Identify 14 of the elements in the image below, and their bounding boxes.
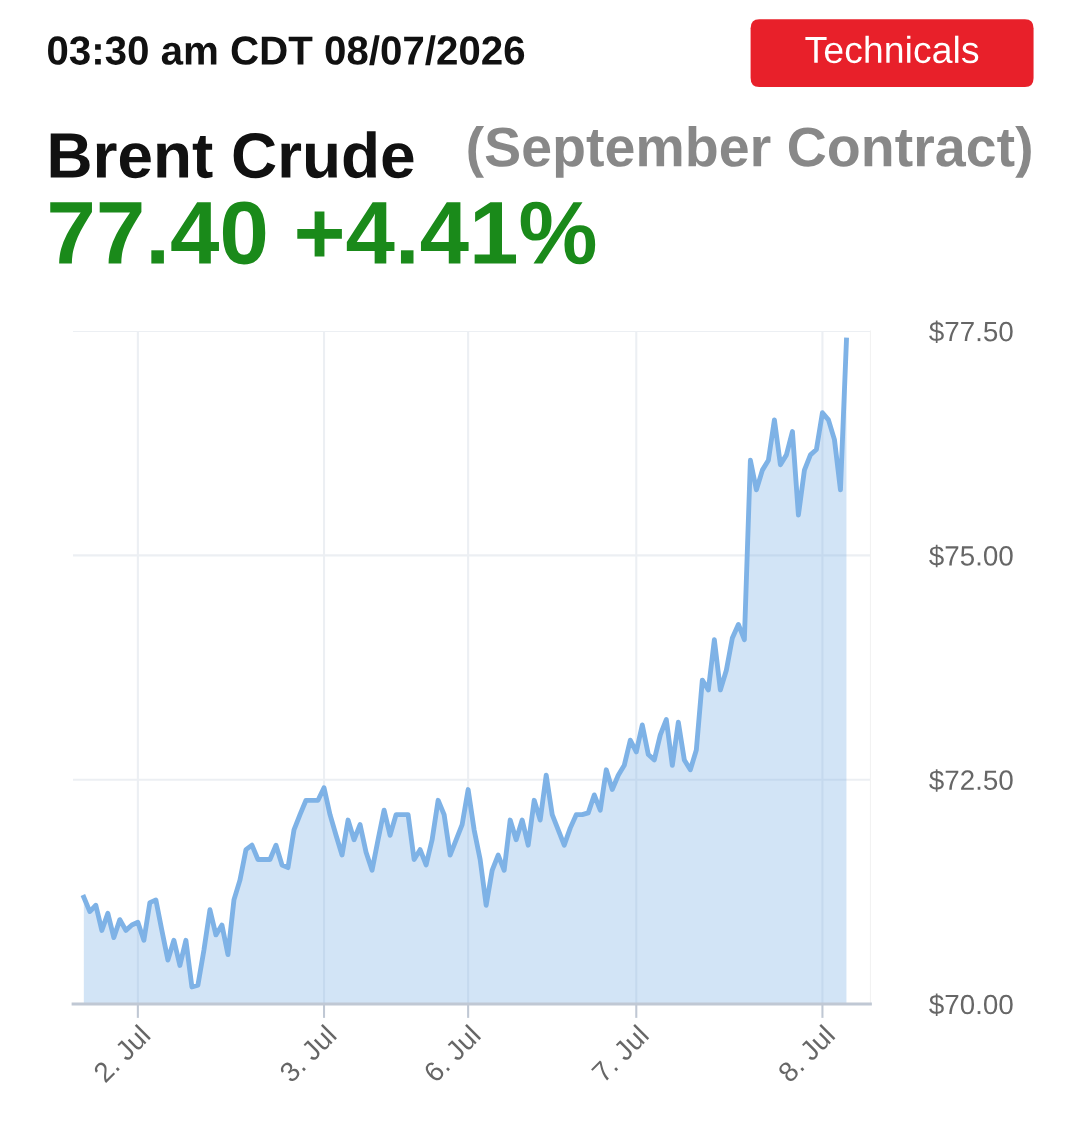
x-tick-label: 3. Jul	[277, 1024, 338, 1084]
chart-title: Brent Crude	[50, 131, 414, 179]
x-tick-label: 8. Jul	[776, 1024, 836, 1084]
text: 03:30 am CDT 08/07/2026	[48, 35, 525, 66]
x-tick-label: 2. Jul	[91, 1024, 151, 1084]
text: Technicals	[805, 35, 979, 64]
y-tick-label: $72.50	[929, 769, 1013, 792]
y-tick-label: $77.50	[929, 320, 1013, 344]
x-tick-label: 6. Jul	[422, 1024, 482, 1084]
chart-subtitle: (September Contract)	[468, 126, 1031, 178]
y-tick-label: $75.00	[929, 544, 1013, 568]
text: 77.40 +4.41%	[50, 201, 596, 265]
x-tick-label: 7. Jul	[590, 1024, 650, 1084]
y-tick-label: $70.00	[929, 993, 1013, 1016]
